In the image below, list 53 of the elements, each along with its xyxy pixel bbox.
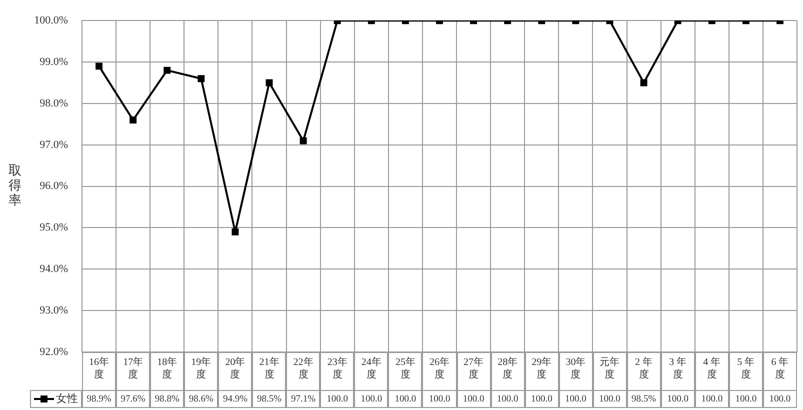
x-tick-label: 27年度 <box>464 356 484 380</box>
data-label: 100.0 <box>394 394 416 404</box>
data-label: 100.0 <box>326 394 348 404</box>
y-axis-title: 取得率 <box>8 162 22 208</box>
x-tick-label: 20年度 <box>225 356 246 380</box>
data-label: 100.0 <box>496 394 519 404</box>
x-tick-label: 16年度 <box>89 356 110 380</box>
x-tick-label: 24年度 <box>361 356 382 380</box>
data-label: 100.0 <box>599 394 621 404</box>
data-label: 100.0 <box>462 394 484 404</box>
data-label: 98.9% <box>86 394 112 404</box>
x-tick-label: 元年度 <box>600 356 620 380</box>
x-tick-label: 3 年度 <box>669 356 687 380</box>
data-label: 100.0 <box>428 394 450 404</box>
data-label: 98.5% <box>256 394 282 404</box>
x-tick-label: 23年度 <box>327 356 348 380</box>
x-tick-label: 6 年度 <box>771 356 789 380</box>
y-tick-label: 93.0% <box>40 304 68 316</box>
x-tick-label: 28年度 <box>498 356 518 380</box>
x-tick-label: 17年度 <box>123 356 144 380</box>
data-label: 100.0 <box>735 394 757 404</box>
legend-label: 女性 <box>56 392 78 405</box>
data-label: 98.5% <box>632 394 656 404</box>
x-tick-label: 18年度 <box>157 356 178 380</box>
data-label: 98.8% <box>154 394 180 404</box>
x-tick-label: 4 年度 <box>703 356 721 380</box>
data-label: 100.0 <box>701 394 723 404</box>
y-tick-label: 95.0% <box>40 222 68 234</box>
x-tick-label: 21年度 <box>259 356 280 380</box>
x-tick-label: 30年度 <box>566 356 586 380</box>
data-label: 98.6% <box>188 394 214 404</box>
data-label: 100.0 <box>667 394 689 404</box>
x-tick-label: 22年度 <box>293 356 314 380</box>
data-label: 97.1% <box>291 394 316 404</box>
y-tick-label: 96.0% <box>40 180 68 192</box>
data-label: 100.0 <box>530 394 553 404</box>
y-tick-label: 94.0% <box>40 263 68 276</box>
x-tick-label: 29年度 <box>532 356 552 380</box>
data-label: 94.9% <box>222 394 248 404</box>
x-tick-label: 19年度 <box>191 356 212 380</box>
y-tick-label: 92.0% <box>40 346 68 358</box>
y-tick-label: 99.0% <box>40 56 68 68</box>
data-label: 100.0 <box>565 394 587 404</box>
data-label: 100.0 <box>769 394 791 404</box>
y-tick-label: 98.0% <box>40 97 68 110</box>
data-label: 100.0 <box>360 394 382 404</box>
x-tick-label: 2 年度 <box>635 356 653 380</box>
y-tick-label: 100.0% <box>34 14 68 26</box>
x-tick-label: 25年度 <box>395 356 416 380</box>
y-tick-label: 97.0% <box>40 138 68 151</box>
x-tick-label: 26年度 <box>430 356 450 380</box>
data-label: 97.6% <box>120 394 146 404</box>
x-tick-label: 5 年度 <box>737 356 755 380</box>
